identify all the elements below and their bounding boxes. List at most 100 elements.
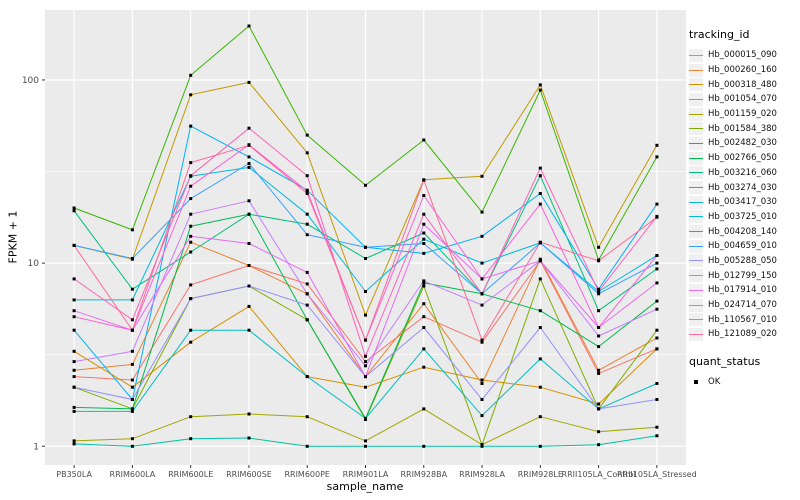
data-point (480, 277, 484, 281)
data-point (72, 385, 76, 389)
data-point (538, 240, 542, 244)
data-point (305, 212, 309, 216)
data-point (72, 375, 76, 379)
legend-item-label: Hb_110567_010 (708, 314, 777, 325)
data-point (247, 199, 251, 203)
legend-item-label: Hb_001159_020 (708, 109, 777, 120)
data-point (72, 360, 76, 364)
data-point (480, 174, 484, 178)
legend-panel: tracking_id Hb_000015_090 Hb_000260_160 Hb… (689, 28, 799, 389)
legend-key-swatch (689, 151, 703, 165)
data-point (538, 415, 542, 419)
data-point (130, 349, 134, 353)
data-point (364, 354, 367, 358)
legend-key-swatch (689, 269, 703, 283)
legend-item-Hb_001054_070: Hb_001054_070 (689, 92, 799, 107)
data-point (597, 245, 601, 249)
data-point (364, 313, 367, 317)
data-point (189, 328, 193, 332)
data-point (130, 328, 134, 332)
legend-key-swatch (689, 210, 703, 224)
x-tick-label: PB350LA (56, 470, 92, 479)
data-point (305, 189, 309, 193)
data-point (247, 212, 251, 216)
data-point (422, 315, 426, 319)
data-point (189, 161, 193, 165)
data-point (72, 277, 76, 281)
data-point (538, 444, 542, 448)
data-point (655, 261, 659, 265)
data-point (364, 338, 367, 342)
data-point (189, 283, 193, 287)
legend-item-label: Hb_017914_010 (708, 285, 777, 296)
legend-item-Hb_110567_010: Hb_110567_010 (689, 312, 799, 327)
legend-key-line-icon (689, 304, 703, 306)
data-point (72, 309, 76, 313)
data-point (655, 299, 659, 303)
legend-item-quant-OK: OK (689, 375, 799, 390)
legend-key-line-icon (689, 201, 703, 203)
data-point (422, 279, 426, 283)
data-point (305, 375, 309, 379)
data-point (655, 281, 659, 285)
data-point (422, 326, 426, 329)
data-point (247, 155, 251, 159)
legend-item-label: Hb_003417_030 (708, 197, 777, 208)
data-point (655, 202, 659, 206)
data-point (305, 270, 309, 274)
data-point (189, 184, 193, 188)
legend-item-label: Hb_002482_030 (708, 138, 777, 149)
data-point (247, 24, 251, 28)
data-point (655, 328, 659, 332)
legend-key-swatch (689, 166, 703, 180)
data-point (422, 284, 426, 288)
legend-items-tracking-id: Hb_000015_090 Hb_000260_160 Hb_000318_480 H… (689, 48, 799, 342)
data-point (130, 398, 134, 401)
y-tick-label: 10 (28, 259, 40, 269)
legend-item-label: Hb_000015_090 (708, 50, 777, 61)
x-tick-label: RRIM600LA (110, 470, 156, 479)
data-point (247, 162, 251, 165)
data-point (305, 303, 309, 307)
legend-item-Hb_000015_090: Hb_000015_090 (689, 48, 799, 63)
legend-key-swatch (689, 298, 703, 312)
data-point (480, 444, 484, 448)
data-point (538, 357, 542, 361)
legend-item-Hb_003417_030: Hb_003417_030 (689, 195, 799, 210)
data-point (364, 364, 367, 368)
legend-item-Hb_003274_030: Hb_003274_030 (689, 180, 799, 195)
legend-key-line-icon (689, 142, 703, 144)
data-point (655, 215, 659, 219)
data-point (364, 416, 367, 420)
data-point (422, 222, 426, 226)
legend-key-swatch (689, 181, 703, 195)
data-point (538, 257, 542, 261)
legend-item-label: Hb_001584_380 (708, 123, 777, 134)
legend-key-line-icon (689, 113, 703, 115)
data-point (480, 378, 484, 382)
data-point (72, 298, 76, 302)
data-point (130, 287, 134, 291)
data-point (189, 297, 193, 301)
data-point (422, 138, 426, 142)
legend-item-Hb_004659_010: Hb_004659_010 (689, 239, 799, 254)
data-point (655, 347, 659, 351)
data-point (480, 398, 484, 401)
data-point (130, 228, 134, 232)
data-point (597, 368, 601, 372)
legend-key-line-icon (689, 172, 703, 174)
legend-key-line-icon (689, 260, 703, 262)
legend-key-swatch (689, 327, 703, 341)
data-point (480, 292, 484, 296)
x-tick-label: RRIM928BA (400, 470, 447, 479)
data-point (538, 277, 542, 281)
x-tick-label: RRIM600SE (226, 470, 272, 479)
data-point (480, 234, 484, 238)
data-point (364, 257, 367, 260)
data-point (189, 73, 193, 77)
data-point (655, 307, 659, 311)
data-point (597, 334, 601, 338)
x-tick-label: RRII105LA_Control (562, 470, 636, 479)
legend-key-swatch (689, 136, 703, 150)
data-point (538, 83, 542, 87)
